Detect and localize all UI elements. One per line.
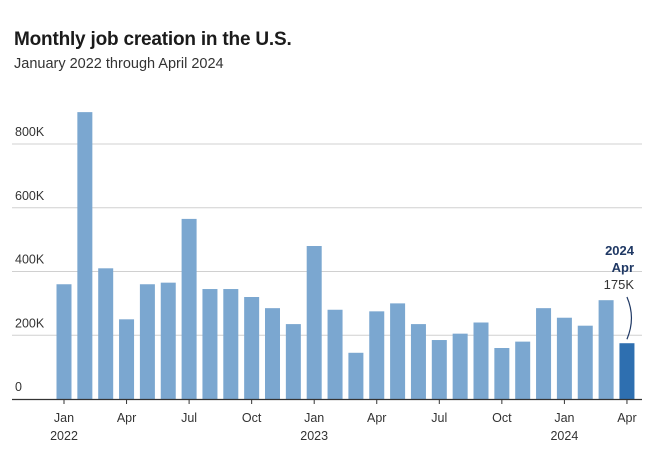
y-tick-label: 400K bbox=[15, 253, 45, 267]
bar-2022-09 bbox=[223, 289, 239, 399]
bar-2023-10 bbox=[494, 348, 510, 399]
x-tick-label: Oct bbox=[242, 411, 262, 425]
bar-2023-05 bbox=[390, 303, 406, 399]
y-tick-label: 600K bbox=[15, 189, 45, 203]
y-tick-label: 200K bbox=[15, 316, 45, 330]
annotation-year: 2024 bbox=[605, 243, 635, 258]
bar-2024-01 bbox=[556, 317, 572, 399]
annotation: 2024 Apr 175K bbox=[604, 243, 635, 340]
y-axis-ticks: 0 200K 400K 600K 800K bbox=[15, 125, 45, 394]
bar-2023-09 bbox=[473, 322, 489, 399]
x-tick-label: Jan bbox=[554, 411, 574, 425]
x-tick-label: Apr bbox=[617, 411, 636, 425]
bar-2022-01 bbox=[56, 284, 72, 399]
x-tick-year-label: 2024 bbox=[550, 429, 578, 443]
chart-subtitle: January 2022 through April 2024 bbox=[14, 56, 224, 72]
x-tick-label: Jan bbox=[54, 411, 74, 425]
bar-2024-04 bbox=[619, 343, 635, 399]
bar-2023-11 bbox=[515, 341, 531, 399]
bar-2022-11 bbox=[265, 308, 280, 399]
bar-2023-04 bbox=[369, 311, 385, 399]
x-tick-label: Jul bbox=[431, 411, 447, 425]
y-tick-label: 0 bbox=[15, 380, 22, 394]
x-tick-label: Apr bbox=[367, 411, 386, 425]
y-tick-label: 800K bbox=[15, 125, 45, 139]
bar-2022-10 bbox=[244, 297, 260, 399]
bar-2022-08 bbox=[202, 289, 218, 399]
bar-2023-07 bbox=[431, 340, 447, 399]
x-axis: Jan 2022 Apr Jul Oct Jan 2023 Apr Jul Oct Jan 2024 A… bbox=[12, 398, 642, 443]
x-tick-year-label: 2022 bbox=[50, 429, 78, 443]
annotation-leader-line bbox=[626, 296, 633, 340]
annotation-value: 175K bbox=[604, 277, 635, 292]
bars bbox=[56, 112, 635, 399]
bar-2023-08 bbox=[452, 333, 468, 399]
bar-2022-04 bbox=[119, 319, 135, 399]
x-tick-label: Jul bbox=[181, 411, 197, 425]
bar-2022-12 bbox=[285, 324, 301, 399]
bar-2022-03 bbox=[98, 268, 114, 399]
bar-2024-02 bbox=[577, 325, 593, 399]
x-tick-year-label: 2023 bbox=[300, 429, 328, 443]
bar-2023-12 bbox=[536, 308, 552, 399]
x-tick-label: Jan bbox=[304, 411, 324, 425]
annotation-month: Apr bbox=[612, 260, 634, 275]
x-tick-label: Oct bbox=[492, 411, 512, 425]
x-tick-label: Apr bbox=[117, 411, 136, 425]
bar-2024-03 bbox=[598, 300, 614, 399]
bar-2023-02 bbox=[327, 309, 343, 399]
bar-2022-02 bbox=[77, 112, 93, 399]
bar-2022-06 bbox=[160, 282, 176, 399]
bar-2022-07 bbox=[181, 218, 197, 399]
bar-2023-01 bbox=[306, 246, 322, 399]
bar-2022-05 bbox=[139, 284, 155, 399]
chart-title: Monthly job creation in the U.S. bbox=[14, 29, 292, 50]
bar-2023-06 bbox=[410, 324, 426, 399]
bar-2023-03 bbox=[348, 352, 364, 399]
